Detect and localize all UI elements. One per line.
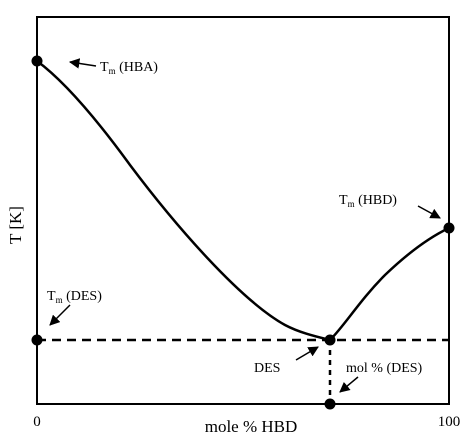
tm-hbd-point xyxy=(444,223,455,234)
arrow-tm-hba xyxy=(70,62,96,66)
eutectic-point xyxy=(325,335,336,346)
tm-hba-point xyxy=(32,56,43,67)
x-tick-100: 100 xyxy=(438,414,461,430)
tm-hba-label: Tm (HBA) xyxy=(100,60,158,76)
tm-des-point xyxy=(32,335,43,346)
arrow-mol-des xyxy=(340,377,358,392)
arrow-des xyxy=(296,347,318,360)
x-axis-label: mole % HBD xyxy=(205,417,298,436)
liquidus-curve-hbd-side xyxy=(330,228,449,340)
tm-des-label: Tm (DES) xyxy=(47,289,102,305)
y-axis-label: T [K] xyxy=(6,206,25,244)
arrow-tm-hbd xyxy=(418,206,440,218)
mol-des-label: mol % (DES) xyxy=(346,361,423,376)
x-tick-0: 0 xyxy=(33,414,41,430)
arrow-tm-des xyxy=(50,305,70,325)
mol-des-point xyxy=(325,399,336,410)
plot-frame xyxy=(37,17,449,404)
des-label: DES xyxy=(254,361,280,376)
tm-hbd-label: Tm (HBD) xyxy=(339,193,397,209)
